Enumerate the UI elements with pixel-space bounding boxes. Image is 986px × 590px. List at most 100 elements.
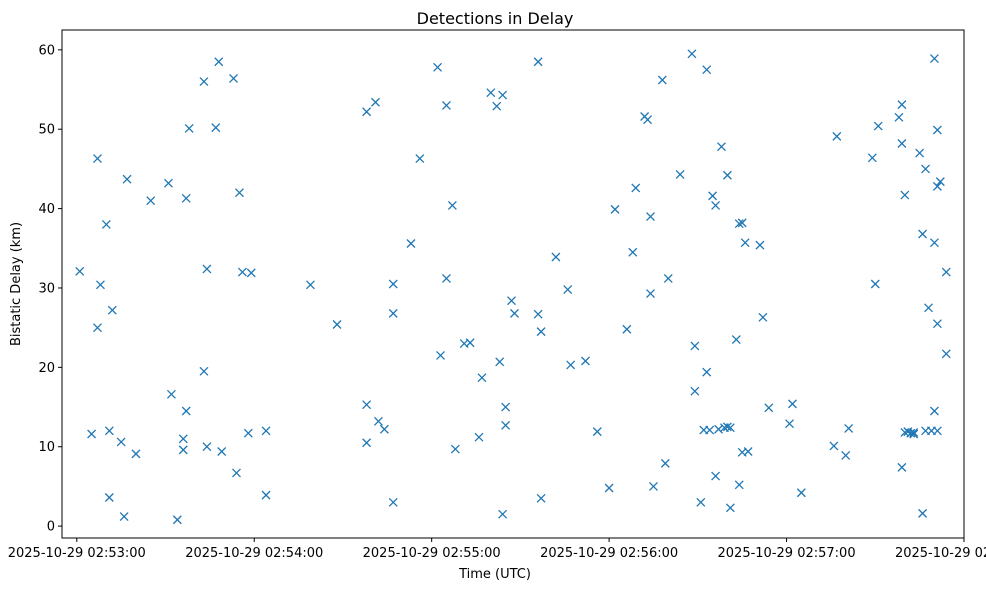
y-tick-label: 20	[38, 361, 55, 376]
data-point	[465, 338, 475, 348]
data-point	[740, 238, 750, 248]
data-point	[932, 319, 942, 329]
data-point	[388, 279, 398, 289]
data-point	[897, 100, 907, 110]
y-tick-label: 10	[38, 440, 55, 455]
data-point	[915, 148, 925, 158]
y-axis-label: Bistatic Delay (km)	[9, 222, 24, 346]
data-point	[501, 420, 511, 430]
data-point	[580, 356, 590, 366]
data-point	[909, 427, 919, 437]
data-point	[867, 153, 877, 163]
data-point	[234, 188, 244, 198]
data-point	[261, 426, 271, 436]
data-point	[104, 493, 114, 502]
data-point	[690, 386, 700, 396]
data-point	[941, 349, 951, 359]
data-point	[146, 196, 156, 206]
data-point	[536, 327, 546, 337]
data-point	[107, 305, 117, 315]
data-point	[477, 373, 487, 383]
data-point	[832, 131, 842, 141]
data-point	[93, 323, 102, 333]
data-point	[75, 266, 85, 276]
data-point	[362, 400, 372, 410]
data-point	[690, 341, 700, 351]
data-point	[104, 426, 114, 436]
data-point	[474, 432, 484, 442]
data-point	[643, 115, 653, 125]
data-point	[897, 139, 907, 148]
data-point	[702, 367, 712, 377]
data-point	[711, 471, 721, 481]
data-point	[734, 480, 744, 490]
data-point	[702, 65, 712, 75]
y-tick-label: 60	[38, 43, 55, 58]
data-point	[932, 125, 942, 135]
data-point	[870, 279, 880, 289]
data-point	[450, 444, 460, 454]
data-point	[929, 238, 939, 248]
data-point	[507, 296, 516, 306]
data-point	[755, 240, 765, 250]
data-point	[924, 303, 933, 313]
data-point	[388, 308, 398, 318]
data-point	[734, 219, 744, 229]
data-point	[447, 200, 457, 210]
data-point	[631, 183, 641, 193]
data-point	[441, 273, 451, 283]
data-point	[897, 462, 907, 472]
data-point	[592, 427, 602, 437]
y-tick-label: 30	[38, 281, 55, 296]
data-point	[178, 434, 188, 444]
data-point	[722, 422, 732, 432]
x-tick-label: 2025-10-29 02:53:00	[8, 546, 146, 561]
data-point	[725, 503, 735, 513]
data-point	[622, 324, 632, 334]
data-point	[909, 429, 919, 439]
data-point	[918, 229, 928, 239]
data-point	[232, 468, 241, 478]
data-point	[711, 200, 721, 210]
data-point	[362, 438, 372, 448]
data-point	[941, 267, 951, 277]
data-point	[178, 445, 188, 455]
data-point	[214, 57, 224, 67]
data-point	[717, 142, 726, 152]
data-point	[237, 267, 247, 277]
data-point	[725, 423, 735, 433]
data-point	[649, 481, 658, 491]
plot-area	[61, 29, 965, 539]
data-point	[533, 57, 543, 67]
data-point	[646, 289, 655, 298]
data-point	[95, 280, 105, 290]
data-point	[696, 497, 706, 507]
data-point	[406, 239, 416, 248]
data-point	[122, 174, 132, 184]
data-point	[116, 437, 126, 447]
x-tick-label: 2025-10-29 02:54:00	[185, 546, 323, 561]
data-point	[172, 515, 182, 525]
data-point	[305, 280, 315, 290]
data-point	[900, 190, 910, 200]
data-point	[743, 447, 753, 456]
data-point	[687, 49, 697, 59]
data-point	[181, 193, 191, 203]
scatter-points	[75, 49, 951, 525]
data-point	[566, 360, 576, 370]
data-point	[486, 88, 496, 98]
data-point	[663, 273, 673, 283]
data-point	[551, 252, 561, 262]
data-point	[906, 428, 916, 438]
data-point	[646, 212, 655, 221]
data-point	[657, 75, 667, 85]
x-tick-label: 2025-10-29 02:56:00	[540, 546, 678, 561]
chart-title: Detections in Delay	[417, 9, 574, 28]
data-point	[388, 497, 398, 507]
data-point	[932, 181, 942, 191]
y-tick-label: 40	[38, 202, 55, 217]
data-point	[181, 406, 191, 416]
x-tick-label: 2025-10-29 02:55:00	[363, 546, 501, 561]
data-point	[441, 100, 451, 110]
